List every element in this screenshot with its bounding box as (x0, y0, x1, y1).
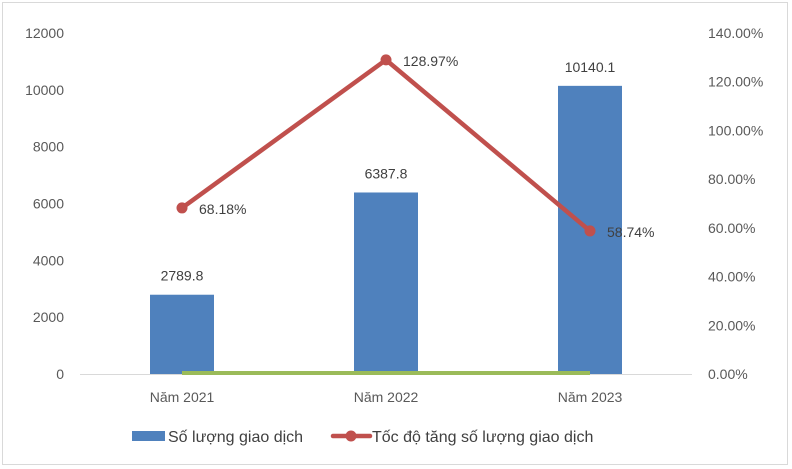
left-axis-tick-label: 6000 (33, 196, 64, 212)
bar (354, 192, 418, 374)
category-label: Năm 2022 (354, 389, 419, 405)
left-axis-tick-label: 0 (56, 366, 64, 382)
left-axis-tick-label: 2000 (33, 309, 64, 325)
left-axis-tick-label: 12000 (25, 25, 64, 41)
legend-label: Tốc độ tăng số lượng giao dịch (372, 429, 593, 446)
left-axis-tick-label: 8000 (33, 139, 64, 155)
bar (150, 294, 214, 374)
right-axis-tick-label: 80.00% (708, 171, 755, 187)
growth-rate-marker (380, 54, 392, 66)
right-axis-tick-label: 40.00% (708, 269, 755, 285)
legend-bar-swatch (132, 431, 165, 441)
growth-rate-marker (584, 225, 596, 237)
chart-frame (2, 2, 788, 465)
line-data-label: 68.18% (199, 201, 246, 217)
left-axis-tick-label: 4000 (33, 252, 64, 268)
line-data-label: 58.74% (607, 224, 654, 240)
category-label: Năm 2023 (558, 389, 623, 405)
right-axis-tick-label: 120.00% (708, 74, 763, 90)
legend-line-marker (345, 430, 357, 442)
bar-data-label: 2789.8 (161, 268, 204, 284)
left-axis-tick-label: 10000 (25, 82, 64, 98)
category-label: Năm 2021 (150, 389, 215, 405)
right-axis-tick-label: 100.00% (708, 122, 763, 138)
right-axis-tick-label: 0.00% (708, 366, 748, 382)
bar-data-label: 6387.8 (365, 165, 408, 181)
legend-label: Số lượng giao dịch (168, 429, 303, 446)
bar-data-label: 10140.1 (565, 59, 616, 75)
right-axis-tick-label: 20.00% (708, 317, 755, 333)
right-axis-tick-label: 60.00% (708, 220, 755, 236)
growth-rate-marker (176, 202, 188, 214)
right-axis-tick-label: 140.00% (708, 25, 763, 41)
line-data-label: 128.97% (403, 53, 458, 69)
